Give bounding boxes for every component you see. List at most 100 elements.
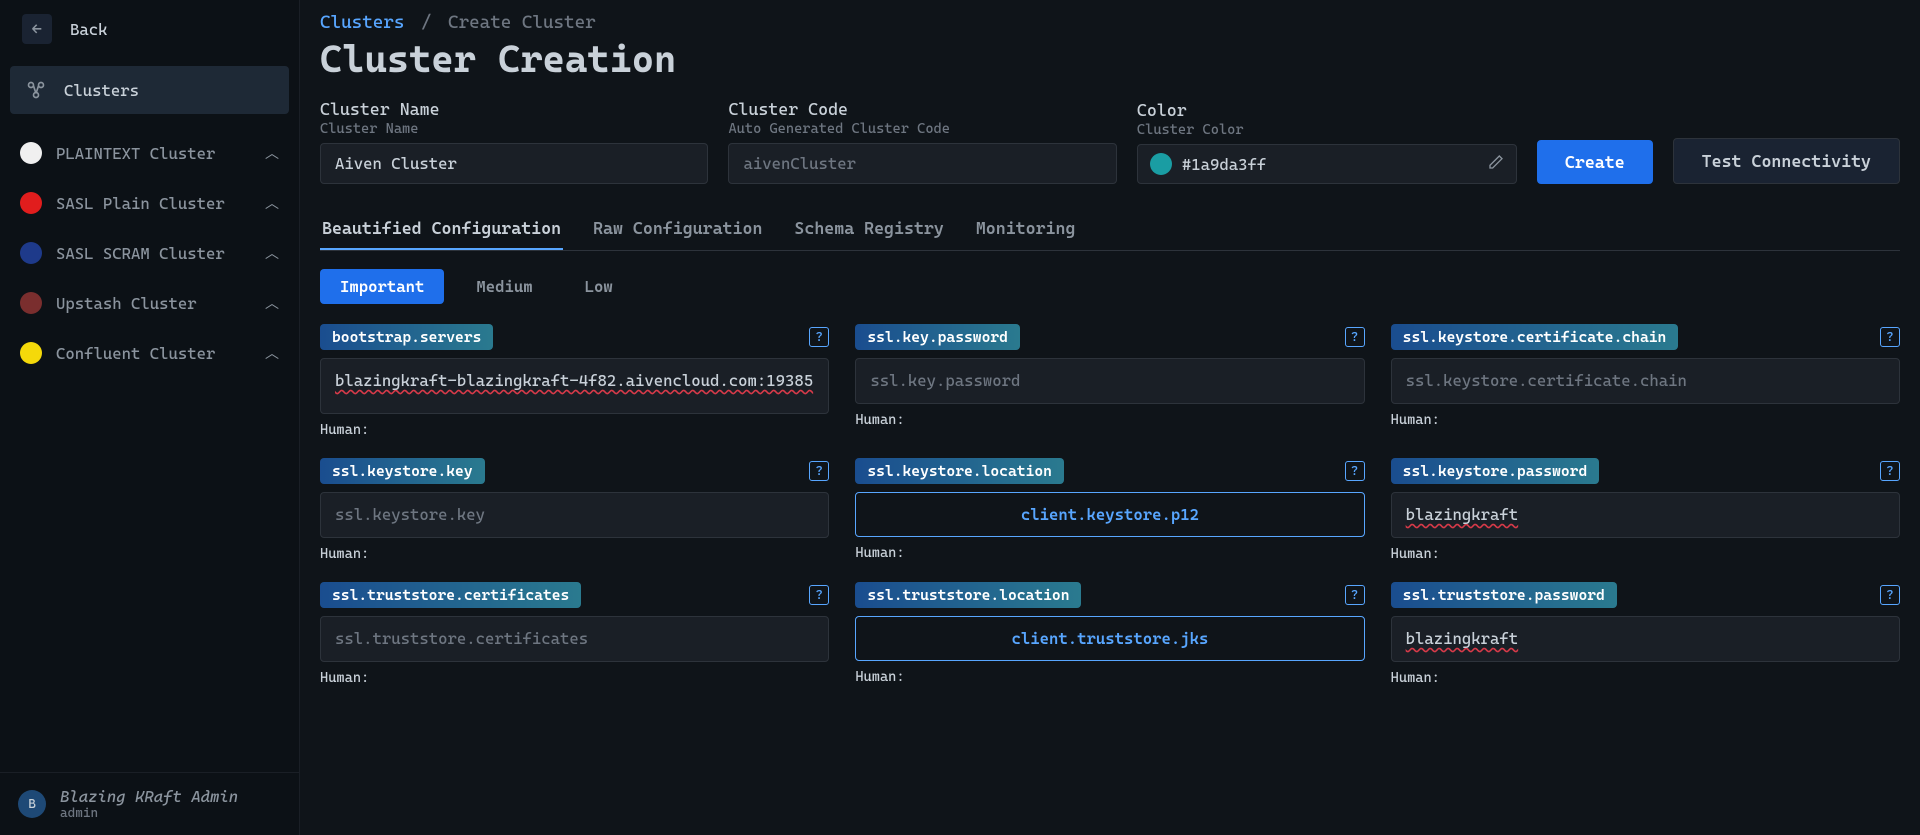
config-file-input[interactable]: client.keystore.p12 — [855, 492, 1364, 537]
config-key-badge: bootstrap.servers — [320, 324, 493, 350]
config-header: ssl.truststore.certificates ? — [320, 582, 829, 608]
cluster-color-dot — [20, 192, 42, 214]
cluster-label: PLAINTEXT Cluster — [56, 144, 251, 163]
config-text-input[interactable]: ssl.keystore.certificate.chain — [1391, 358, 1900, 404]
help-icon[interactable]: ? — [1880, 327, 1900, 347]
help-icon[interactable]: ? — [809, 585, 829, 605]
config-tabs: Beautified Configuration Raw Configuratio… — [320, 208, 1900, 251]
config-key-badge: ssl.keystore.certificate.chain — [1391, 324, 1679, 350]
field-cluster-name: Cluster Name Cluster Name — [320, 99, 708, 184]
tab[interactable]: Monitoring — [974, 208, 1078, 250]
pencil-icon[interactable] — [1488, 154, 1504, 174]
config-item: ssl.truststore.location ? client.trustst… — [855, 582, 1364, 686]
config-grid: bootstrap.servers ? blazingkraft-blazing… — [320, 324, 1900, 686]
nav-item-clusters[interactable]: Clusters — [10, 66, 289, 114]
breadcrumb: Clusters / Create Cluster — [320, 12, 1900, 33]
config-text-input[interactable]: blazingkraft-blazingkraft-4f82.aivenclou… — [320, 358, 829, 414]
breadcrumb-current: Create Cluster — [448, 12, 596, 33]
tab[interactable]: Raw Configuration — [591, 208, 764, 250]
cluster-label: SASL Plain Cluster — [56, 194, 251, 213]
sidebar-cluster-item[interactable]: SASL SCRAM Cluster ︿ — [10, 228, 289, 278]
cluster-code-input[interactable] — [728, 143, 1116, 184]
config-text-input[interactable]: ssl.key.password — [855, 358, 1364, 404]
config-item: ssl.keystore.location ? client.keystore.… — [855, 458, 1364, 562]
main-content: Clusters / Create Cluster Cluster Creati… — [300, 0, 1920, 835]
chevron-up-icon: ︿ — [265, 343, 279, 363]
user-footer[interactable]: B Blazing KRaft Admin admin — [0, 772, 299, 835]
user-info: Blazing KRaft Admin admin — [60, 787, 238, 821]
config-key-badge: ssl.truststore.location — [855, 582, 1081, 608]
field-label: Cluster Name — [320, 99, 708, 119]
chevron-up-icon: ︿ — [265, 193, 279, 213]
tab[interactable]: Schema Registry — [792, 208, 945, 250]
config-item: ssl.truststore.certificates ? ssl.trusts… — [320, 582, 829, 686]
config-item: ssl.keystore.key ? ssl.keystore.keyHuman… — [320, 458, 829, 562]
cluster-list: PLAINTEXT Cluster ︿ SASL Plain Cluster ︿… — [0, 122, 299, 772]
config-text-input[interactable]: ssl.truststore.certificates — [320, 616, 829, 662]
back-label: Back — [70, 20, 108, 39]
config-text-input[interactable]: ssl.keystore.key — [320, 492, 829, 538]
config-header: ssl.keystore.certificate.chain ? — [1391, 324, 1900, 350]
priority-filter: Important Medium Low — [320, 269, 1900, 304]
config-file-input[interactable]: client.truststore.jks — [855, 616, 1364, 661]
color-value: #1a9da3ff — [1182, 155, 1478, 174]
help-icon[interactable]: ? — [1345, 461, 1365, 481]
sidebar-cluster-item[interactable]: SASL Plain Cluster ︿ — [10, 178, 289, 228]
cluster-color-dot — [20, 142, 42, 164]
field-color: Color Cluster Color #1a9da3ff — [1137, 100, 1517, 184]
priority-button[interactable]: Low — [565, 269, 633, 304]
config-key-badge: ssl.keystore.password — [1391, 458, 1600, 484]
help-icon[interactable]: ? — [809, 327, 829, 347]
breadcrumb-root[interactable]: Clusters — [320, 12, 404, 33]
user-name: Blazing KRaft Admin — [60, 787, 238, 806]
config-text-input[interactable]: blazingkraft — [1391, 616, 1900, 662]
cluster-label: Confluent Cluster — [56, 344, 251, 363]
field-label: Cluster Code — [728, 99, 1116, 119]
top-form: Cluster Name Cluster Name Cluster Code A… — [320, 99, 1900, 184]
help-icon[interactable]: ? — [809, 461, 829, 481]
cluster-color-dot — [20, 242, 42, 264]
breadcrumb-separator: / — [421, 12, 432, 33]
test-connectivity-button[interactable]: Test Connectivity — [1673, 138, 1900, 184]
config-item: ssl.keystore.password ? blazingkraftHuma… — [1391, 458, 1900, 562]
create-button[interactable]: Create — [1537, 140, 1653, 184]
chevron-up-icon: ︿ — [265, 293, 279, 313]
help-icon[interactable]: ? — [1880, 461, 1900, 481]
config-key-badge: ssl.key.password — [855, 324, 1020, 350]
config-text-input[interactable]: blazingkraft — [1391, 492, 1900, 538]
help-icon[interactable]: ? — [1880, 585, 1900, 605]
cluster-color-dot — [20, 292, 42, 314]
config-item: ssl.truststore.password ? blazingkraftHu… — [1391, 582, 1900, 686]
config-item: bootstrap.servers ? blazingkraft-blazing… — [320, 324, 829, 438]
user-role: admin — [60, 806, 238, 821]
sidebar-cluster-item[interactable]: PLAINTEXT Cluster ︿ — [10, 128, 289, 178]
back-button[interactable]: ← Back — [0, 0, 299, 58]
field-sublabel: Cluster Name — [320, 121, 708, 137]
nav-label: Clusters — [64, 81, 139, 100]
cluster-color-dot — [20, 342, 42, 364]
cluster-label: Upstash Cluster — [56, 294, 251, 313]
priority-button[interactable]: Important — [320, 269, 444, 304]
avatar: B — [18, 790, 46, 818]
sidebar-cluster-item[interactable]: Upstash Cluster ︿ — [10, 278, 289, 328]
cluster-label: SASL SCRAM Cluster — [56, 244, 251, 263]
tab[interactable]: Beautified Configuration — [320, 208, 563, 250]
field-sublabel: Auto Generated Cluster Code — [728, 121, 1116, 137]
help-icon[interactable]: ? — [1345, 327, 1365, 347]
page-title: Cluster Creation — [320, 37, 1900, 81]
priority-button[interactable]: Medium — [456, 269, 552, 304]
chevron-up-icon: ︿ — [265, 143, 279, 163]
sidebar: ← Back Clusters PLAINTEXT Cluster ︿ SASL… — [0, 0, 300, 835]
config-key-badge: ssl.keystore.location — [855, 458, 1064, 484]
help-icon[interactable]: ? — [1345, 585, 1365, 605]
config-key-badge: ssl.truststore.certificates — [320, 582, 581, 608]
cluster-name-input[interactable] — [320, 143, 708, 184]
color-picker[interactable]: #1a9da3ff — [1137, 144, 1517, 184]
chevron-up-icon: ︿ — [265, 243, 279, 263]
field-sublabel: Cluster Color — [1137, 122, 1517, 138]
field-cluster-code: Cluster Code Auto Generated Cluster Code — [728, 99, 1116, 184]
sidebar-cluster-item[interactable]: Confluent Cluster ︿ — [10, 328, 289, 378]
config-header: ssl.keystore.key ? — [320, 458, 829, 484]
config-header: ssl.key.password ? — [855, 324, 1364, 350]
config-header: ssl.keystore.password ? — [1391, 458, 1900, 484]
